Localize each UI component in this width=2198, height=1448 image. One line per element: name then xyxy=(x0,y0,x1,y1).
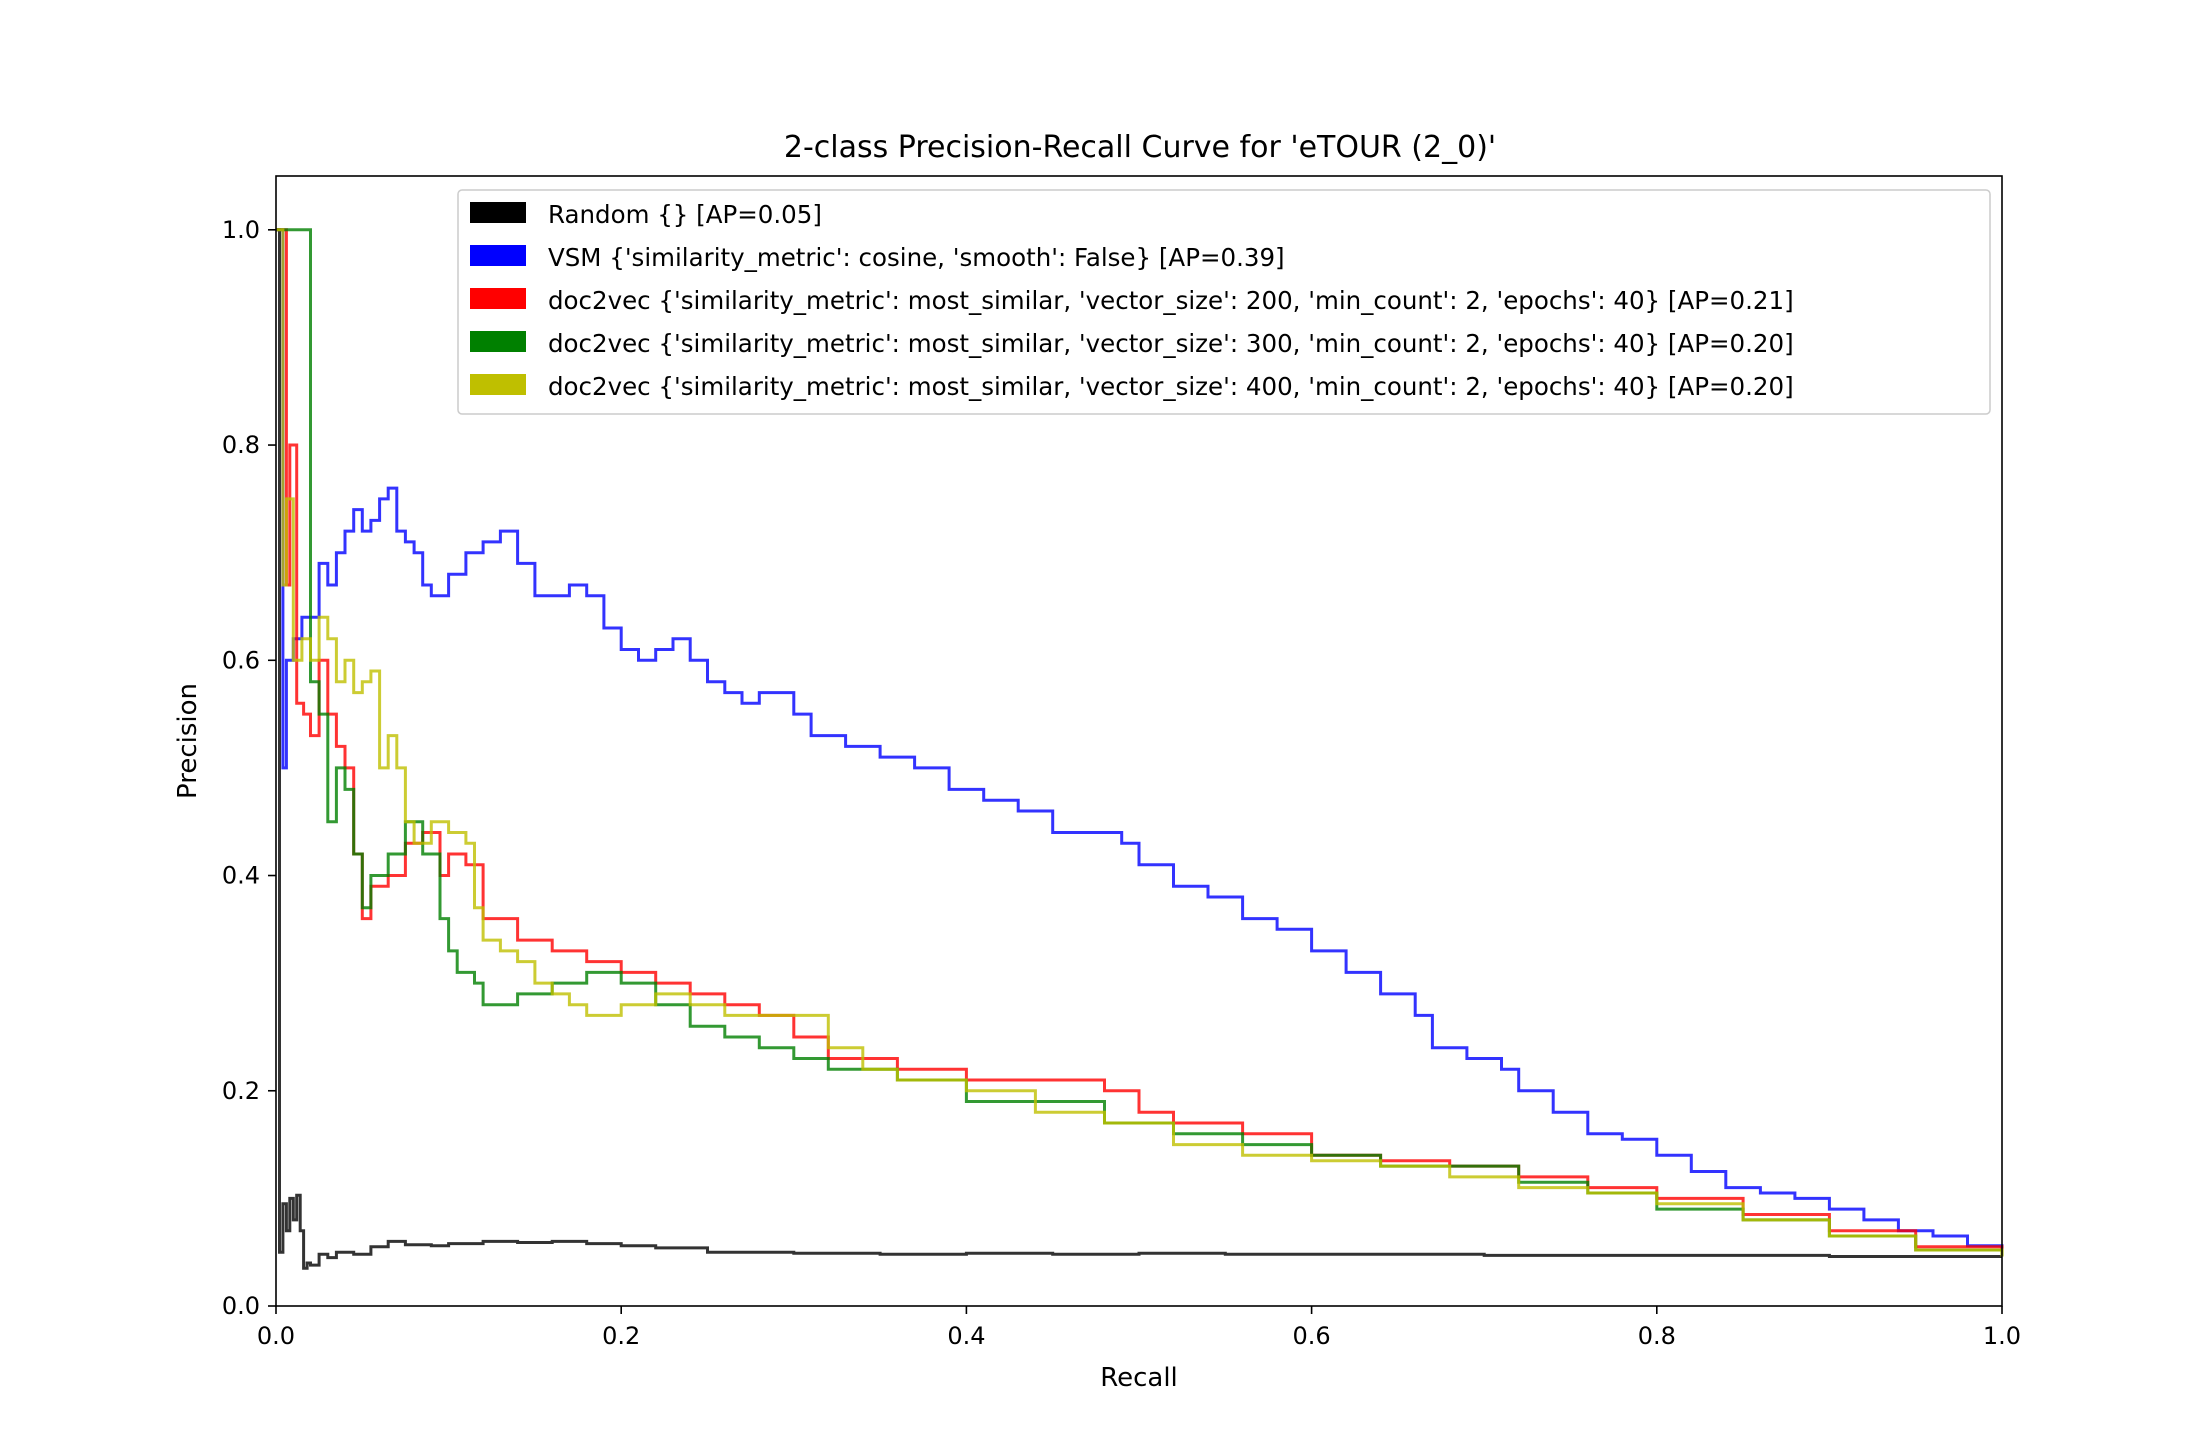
legend-label: doc2vec {'similarity_metric': most_simil… xyxy=(548,286,1794,315)
x-tick-label: 0.8 xyxy=(1638,1322,1676,1350)
y-tick-label: 0.2 xyxy=(222,1077,260,1105)
series-line-1 xyxy=(276,228,2004,1256)
x-tick-label: 0.0 xyxy=(257,1322,295,1350)
x-tick-label: 0.2 xyxy=(602,1322,640,1350)
y-tick-label: 0.6 xyxy=(222,646,260,674)
series-line-4 xyxy=(276,228,2004,1257)
series-line-0 xyxy=(276,228,2002,1270)
legend: Random {} [AP=0.05] VSM {'similarity_metr… xyxy=(457,189,1991,415)
axes-frame xyxy=(275,175,2003,1307)
legend-swatch xyxy=(470,202,526,223)
series-layer xyxy=(276,228,2004,1270)
x-axis-ticks: 0.0 0.2 0.4 0.6 0.8 1.0 xyxy=(257,1306,2021,1350)
legend-label: doc2vec {'similarity_metric': most_simil… xyxy=(548,329,1794,358)
legend-swatch xyxy=(470,288,526,309)
legend-swatch xyxy=(470,331,526,352)
y-tick-label: 0.8 xyxy=(222,431,260,459)
x-axis-label: Recall xyxy=(1100,1363,1178,1393)
series-line-3 xyxy=(276,228,2004,1257)
y-axis-ticks: 0.0 0.2 0.4 0.6 0.8 1.0 xyxy=(222,216,276,1320)
y-axis-label: Precision xyxy=(173,683,203,799)
x-tick-label: 1.0 xyxy=(1983,1322,2021,1350)
legend-swatch xyxy=(470,245,526,266)
y-tick-label: 0.0 xyxy=(222,1292,260,1320)
plot-area xyxy=(275,175,2004,1307)
legend-frame xyxy=(457,189,1991,415)
y-tick-label: 0.4 xyxy=(222,862,260,890)
legend-items: Random {} [AP=0.05] VSM {'similarity_metr… xyxy=(470,200,1794,401)
y-tick-label: 1.0 xyxy=(222,216,260,244)
x-tick-label: 0.6 xyxy=(1293,1322,1331,1350)
chart-title: 2-class Precision-Recall Curve for 'eTOU… xyxy=(784,130,1496,165)
legend-label: Random {} [AP=0.05] xyxy=(548,200,822,229)
legend-swatch xyxy=(470,374,526,395)
legend-label: doc2vec {'similarity_metric': most_simil… xyxy=(548,372,1794,401)
legend-label: VSM {'similarity_metric': cosine, 'smoot… xyxy=(548,243,1285,272)
x-tick-label: 0.4 xyxy=(947,1322,985,1350)
